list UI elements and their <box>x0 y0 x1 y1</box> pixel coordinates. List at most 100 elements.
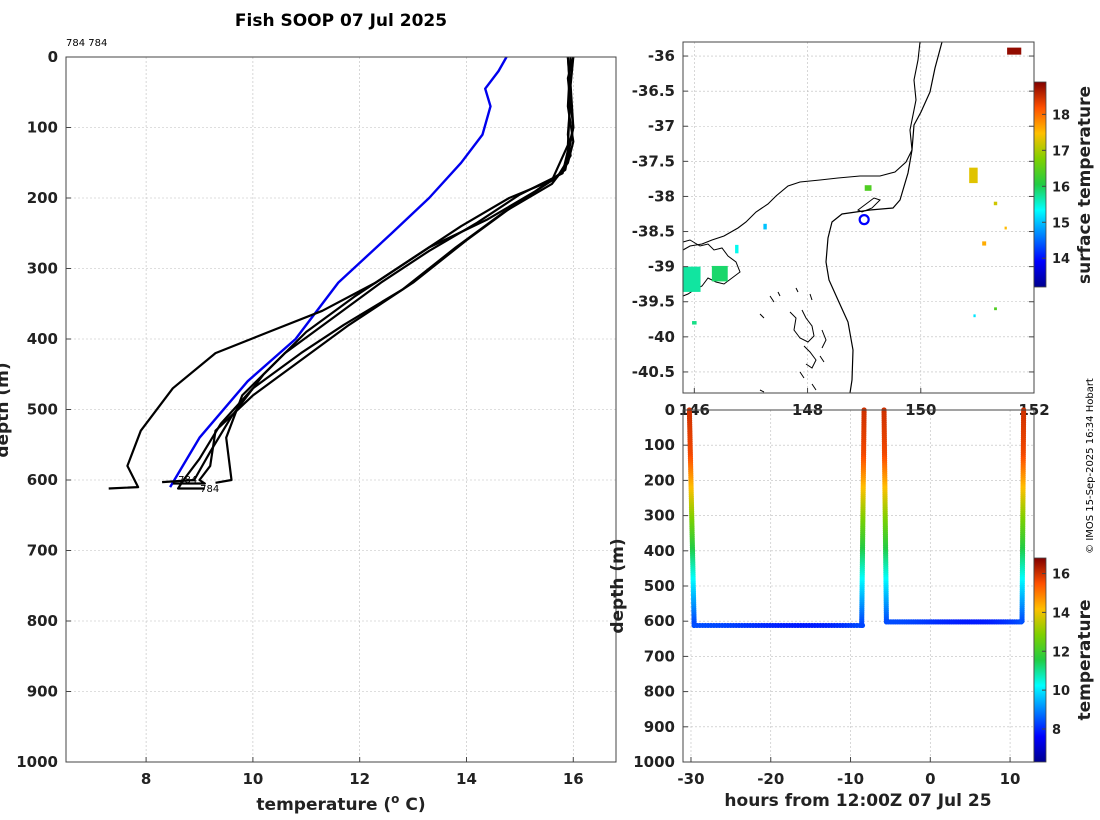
map-colorbar-ticks: 14 15 16 17 18 <box>1042 108 1070 267</box>
section-y-tick-label: 800 <box>644 683 675 701</box>
coastline-islands <box>759 287 827 393</box>
profile-y-tick-label: 700 <box>27 542 58 560</box>
profile-x-tick-label: 10 <box>242 770 263 788</box>
profile-series-line-3 <box>177 56 575 490</box>
sst-pixel <box>864 185 872 191</box>
section-y-tick-label: 200 <box>644 471 675 489</box>
profile-y-tick-label: 100 <box>27 119 58 137</box>
map-plot: -36 -36.5 -37 -37.5 -38 -38.5 -39 -39.5 -40 -40.5… <box>632 41 1095 419</box>
section-colorbar-tick-label: 16 <box>1052 568 1070 583</box>
track-marker <box>858 214 870 226</box>
sst-points <box>682 47 1022 325</box>
profile-series-line-4 <box>162 56 572 484</box>
section-y-tick-label: 500 <box>644 577 675 595</box>
section-y-tick-label: 600 <box>644 612 675 630</box>
profile-x-label: temperature (o C) <box>256 792 425 815</box>
profile-x-ticks: 8 10 12 14 16 <box>141 757 584 788</box>
profile-y-tick-label: 0 <box>48 48 58 66</box>
section-grid <box>683 409 1034 763</box>
credit-text: © IMOS 15-Sep-2025 16:34 Hobart <box>1085 378 1096 554</box>
map-colorbar-label: surface temperature <box>1075 86 1095 284</box>
section-casts <box>686 407 1027 629</box>
profile-y-tick-label: 600 <box>27 471 58 489</box>
map-y-tick-label: -37.5 <box>632 152 675 170</box>
section-y-tick-label: 300 <box>644 507 675 525</box>
sst-pixel <box>763 223 767 230</box>
section-y-label: depth (m) <box>608 538 628 633</box>
section-y-tick-label: 1000 <box>633 753 675 771</box>
section-colorbar-tick-label: 8 <box>1052 723 1061 738</box>
map-y-tick-label: -38.5 <box>632 223 675 241</box>
section-x-tick-label: -10 <box>837 770 864 788</box>
map-y-tick-label: -40.5 <box>632 363 675 381</box>
map-axes-frame <box>682 41 1035 394</box>
section-colorbar-ticks: 8 10 12 14 16 <box>1042 568 1070 738</box>
map-y-ticks: -36 -36.5 -37 -37.5 -38 -38.5 -39 -39.5 -40 -40.5 <box>632 47 1034 381</box>
sst-pixel <box>692 321 697 325</box>
sst-pixel <box>1007 47 1022 55</box>
sst-pixel <box>994 307 997 311</box>
profile-series-line-5 <box>215 56 575 484</box>
profile-grid <box>66 56 616 763</box>
section-y-tick-label: 700 <box>644 647 675 665</box>
sst-pixel <box>969 167 978 184</box>
sst-pixel <box>1004 226 1007 230</box>
map-colorbar-tick-label: 16 <box>1052 180 1070 195</box>
section-x-tick-label: 0 <box>925 770 935 788</box>
map-y-tick-label: -39.5 <box>632 293 675 311</box>
bathymetry-contour <box>825 41 943 394</box>
profile-y-tick-label: 400 <box>27 330 58 348</box>
section-y-tick-label: 900 <box>644 718 675 736</box>
sst-pixel <box>982 241 987 246</box>
section-x-label: hours from 12:00Z 07 Jul 25 <box>724 791 991 811</box>
sst-pixel <box>993 201 998 206</box>
profile-y-tick-label: 1000 <box>16 753 58 771</box>
profile-x-tick-label: 16 <box>563 770 584 788</box>
section-y-tick-label: 400 <box>644 542 675 560</box>
profile-x-tick-label: 14 <box>456 770 477 788</box>
figure-title: Fish SOOP 07 Jul 2025 <box>235 11 447 31</box>
profile-axes-frame <box>65 56 617 763</box>
section-colorbar <box>1033 557 1047 763</box>
profile-y-tick-label: 300 <box>27 260 58 278</box>
section-y-tick-label: 0 <box>665 401 675 419</box>
map-colorbar <box>1033 81 1047 288</box>
map-colorbar-tick-label: 17 <box>1052 144 1070 159</box>
profile-y-tick-label: 500 <box>27 401 58 419</box>
profile-ids: 784 784 <box>66 38 107 49</box>
map-colorbar-tick-label: 15 <box>1052 216 1070 231</box>
map-y-tick-label: -38 <box>648 187 675 205</box>
profile-y-tick-label: 200 <box>27 189 58 207</box>
section-y-ticks: 0 100 200 300 400 500 600 700 800 900 1000 <box>633 401 688 771</box>
sst-pixel <box>711 265 728 282</box>
map-colorbar-tick-label: 14 <box>1052 252 1070 267</box>
map-y-tick-label: -37 <box>648 117 675 135</box>
profile-end-label: 784 <box>200 484 219 495</box>
section-x-tick-label: -20 <box>757 770 784 788</box>
map-y-tick-label: -39 <box>648 258 675 276</box>
coastline-inlet <box>857 197 881 213</box>
profile-series-line-0 <box>169 56 508 488</box>
profile-x-tick-label: 8 <box>141 770 151 788</box>
section-cast-point <box>859 622 865 629</box>
profile-x-tick-label: 12 <box>349 770 370 788</box>
map-colorbar-tick-label: 18 <box>1052 108 1070 123</box>
coastline-mainland <box>682 41 921 251</box>
map-grid <box>683 42 1035 393</box>
sst-pixel <box>682 266 701 292</box>
sst-pixel <box>973 314 976 318</box>
profile-y-tick-label: 800 <box>27 612 58 630</box>
map-y-tick-label: -36.5 <box>632 82 675 100</box>
profile-series-line-2 <box>108 56 575 490</box>
section-colorbar-label: temperature <box>1075 599 1095 720</box>
sst-pixel <box>735 244 739 254</box>
profile-end-label: 784 <box>178 475 197 486</box>
section-colorbar-tick-label: 10 <box>1052 684 1070 699</box>
section-colorbar-tick-label: 12 <box>1052 645 1070 660</box>
section-cast-point <box>1019 618 1025 624</box>
section-x-ticks: -30 -20 -10 0 10 <box>677 757 1021 788</box>
